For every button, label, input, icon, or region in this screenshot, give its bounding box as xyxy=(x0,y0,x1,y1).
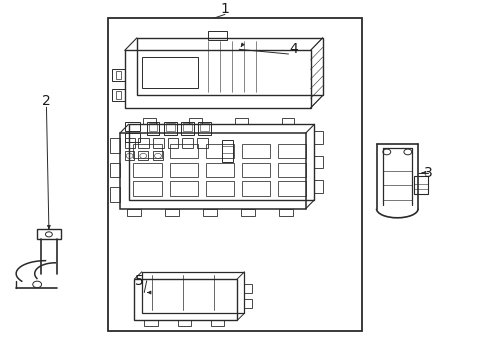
Bar xyxy=(278,144,306,158)
Bar xyxy=(200,123,208,131)
Bar xyxy=(203,209,217,216)
Bar xyxy=(124,151,134,160)
Bar xyxy=(167,138,178,148)
Bar xyxy=(148,123,157,131)
Bar xyxy=(205,144,234,158)
Bar xyxy=(244,299,251,308)
Bar xyxy=(124,122,140,131)
Bar xyxy=(413,176,427,194)
Bar xyxy=(142,57,197,88)
Bar xyxy=(242,163,270,177)
Bar xyxy=(197,138,207,148)
Bar xyxy=(138,138,149,148)
Bar xyxy=(153,151,163,160)
Bar xyxy=(165,123,174,131)
Bar xyxy=(241,209,254,216)
Bar xyxy=(142,272,244,313)
Bar xyxy=(177,320,191,326)
Bar xyxy=(207,31,226,40)
Bar xyxy=(107,18,361,331)
Text: 5: 5 xyxy=(135,274,143,288)
Bar xyxy=(127,209,141,216)
Bar xyxy=(133,163,162,177)
Text: 2: 2 xyxy=(42,94,51,108)
Bar xyxy=(138,151,148,160)
Bar xyxy=(314,180,323,193)
Bar xyxy=(124,133,140,142)
Text: 3: 3 xyxy=(423,166,431,180)
Bar xyxy=(144,320,158,326)
Bar xyxy=(205,181,234,196)
Bar xyxy=(153,138,163,148)
Bar xyxy=(110,163,120,177)
Bar xyxy=(124,50,310,108)
Bar xyxy=(37,229,61,239)
Bar xyxy=(278,163,306,177)
Bar xyxy=(169,144,198,158)
Bar xyxy=(116,71,121,79)
Bar xyxy=(181,122,193,135)
Bar xyxy=(133,144,162,158)
Bar xyxy=(133,181,162,196)
Bar xyxy=(165,209,179,216)
Bar xyxy=(110,187,120,202)
Bar xyxy=(124,138,135,148)
Bar xyxy=(137,38,322,95)
Bar xyxy=(198,122,210,135)
Bar xyxy=(183,123,191,131)
Bar xyxy=(279,209,292,216)
Text: 4: 4 xyxy=(288,42,297,55)
Bar xyxy=(242,144,270,158)
Bar xyxy=(146,122,159,135)
Bar xyxy=(281,118,293,124)
Bar xyxy=(314,156,323,168)
Bar xyxy=(169,163,198,177)
Bar xyxy=(182,138,193,148)
Text: 1: 1 xyxy=(220,2,229,16)
Bar xyxy=(163,122,176,135)
Bar xyxy=(134,279,237,320)
Bar xyxy=(314,131,323,144)
Bar xyxy=(235,118,247,124)
Bar xyxy=(278,181,306,196)
Bar xyxy=(116,91,121,99)
Bar xyxy=(242,181,270,196)
Bar xyxy=(112,69,124,81)
Bar xyxy=(110,138,120,153)
Bar xyxy=(244,284,251,293)
Bar xyxy=(120,133,305,209)
Bar xyxy=(189,118,201,124)
Bar xyxy=(128,124,314,200)
Bar xyxy=(205,163,234,177)
Bar xyxy=(143,118,155,124)
Bar xyxy=(210,320,224,326)
Bar xyxy=(222,140,233,162)
Bar xyxy=(169,181,198,196)
Bar xyxy=(112,89,124,101)
